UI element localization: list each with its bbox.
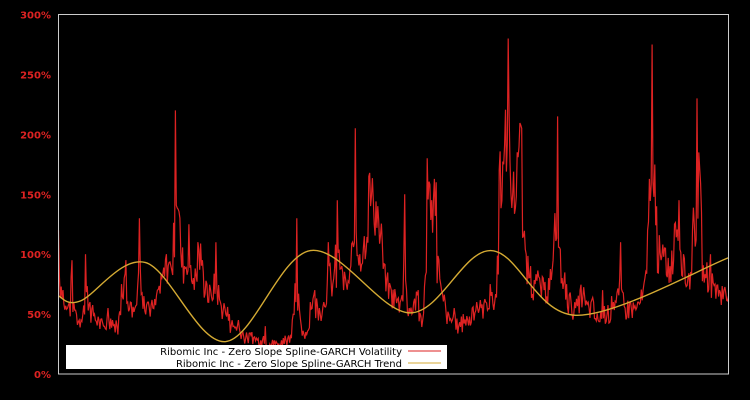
legend-label-volatility: Ribomic Inc - Zero Slope Spline-GARCH Vo… [160,347,402,358]
volatility-series-line [57,38,730,350]
y-tick-label: 50% [27,310,51,321]
y-tick-label: 250% [20,70,51,81]
legend-box [66,345,447,369]
legend: Ribomic Inc - Zero Slope Spline-GARCH Vo… [66,345,447,370]
y-tick-label: 200% [20,130,51,141]
y-axis-ticks: 0% 50% 100% 150% 200% 250% 300% [20,11,51,382]
plot-frame [58,14,729,375]
y-tick-label: 100% [20,250,51,261]
trend-series-line [58,249,729,343]
plot-area [57,38,730,350]
y-tick-label: 300% [20,11,51,22]
y-tick-label: 0% [34,370,51,381]
legend-label-trend: Ribomic Inc - Zero Slope Spline-GARCH Tr… [176,359,402,370]
y-tick-label: 150% [20,190,51,201]
